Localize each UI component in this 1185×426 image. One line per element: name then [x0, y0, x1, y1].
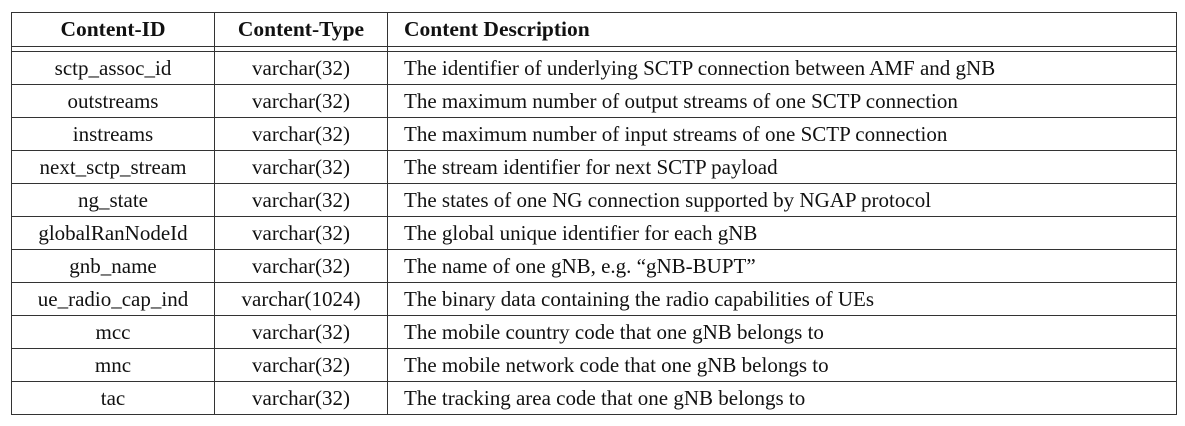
cell-content-description: The stream identifier for next SCTP payl…	[387, 150, 1177, 184]
table-row: gnb_name varchar(32) The name of one gNB, …	[11, 249, 1177, 283]
table-row: instreams varchar(32) The maximum number o…	[11, 117, 1177, 151]
table-row: outstreams varchar(32) The maximum number …	[11, 84, 1177, 118]
cell-content-type: varchar(32)	[214, 117, 388, 151]
table-row: next_sctp_stream varchar(32) The stream id…	[11, 150, 1177, 184]
cell-content-id: sctp_assoc_id	[11, 51, 215, 85]
cell-content-description: The name of one gNB, e.g. “gNB-BUPT”	[387, 249, 1177, 283]
cell-content-description: The mobile country code that one gNB bel…	[387, 315, 1177, 349]
table-row: tac varchar(32) The tracking area code tha…	[11, 381, 1177, 415]
cell-content-id: ng_state	[11, 183, 215, 217]
cell-content-id: ue_radio_cap_ind	[11, 282, 215, 316]
cell-content-description: The identifier of underlying SCTP connec…	[387, 51, 1177, 85]
cell-content-type: varchar(32)	[214, 381, 388, 415]
cell-content-description: The global unique identifier for each gN…	[387, 216, 1177, 250]
cell-content-type: varchar(32)	[214, 84, 388, 118]
header-row: Content-ID Content-Type Content Descript…	[11, 12, 1177, 47]
separator-cell	[387, 46, 1177, 52]
table-body: sctp_assoc_id varchar(32) The identifier o…	[11, 46, 1177, 415]
cell-content-description: The maximum number of output streams of …	[387, 84, 1177, 118]
cell-content-id: mcc	[11, 315, 215, 349]
header-content-id: Content-ID	[11, 12, 215, 47]
table-row: globalRanNodeId varchar(32) The global uni…	[11, 216, 1177, 250]
content-table-container: Content-ID Content-Type Content Descript…	[11, 12, 1177, 415]
cell-content-description: The tracking area code that one gNB belo…	[387, 381, 1177, 415]
table-row: ue_radio_cap_ind varchar(1024) The binary …	[11, 282, 1177, 316]
cell-content-id: instreams	[11, 117, 215, 151]
cell-content-type: varchar(32)	[214, 150, 388, 184]
cell-content-type: varchar(32)	[214, 315, 388, 349]
cell-content-id: tac	[11, 381, 215, 415]
cell-content-description: The binary data containing the radio cap…	[387, 282, 1177, 316]
cell-content-id: next_sctp_stream	[11, 150, 215, 184]
cell-content-type: varchar(32)	[214, 249, 388, 283]
cell-content-description: The maximum number of input streams of o…	[387, 117, 1177, 151]
table-row: mcc varchar(32) The mobile country code th…	[11, 315, 1177, 349]
cell-content-id: globalRanNodeId	[11, 216, 215, 250]
table-row: mnc varchar(32) The mobile network code th…	[11, 348, 1177, 382]
cell-content-description: The states of one NG connection supporte…	[387, 183, 1177, 217]
cell-content-type: varchar(32)	[214, 183, 388, 217]
header-content-type: Content-Type	[214, 12, 388, 47]
cell-content-type: varchar(32)	[214, 216, 388, 250]
table-header: Content-ID Content-Type Content Descript…	[11, 12, 1177, 47]
table-row: sctp_assoc_id varchar(32) The identifier o…	[11, 51, 1177, 85]
header-content-description: Content Description	[387, 12, 1177, 47]
cell-content-id: outstreams	[11, 84, 215, 118]
cell-content-id: mnc	[11, 348, 215, 382]
cell-content-type: varchar(1024)	[214, 282, 388, 316]
table-row: ng_state varchar(32) The states of one NG …	[11, 183, 1177, 217]
cell-content-type: varchar(32)	[214, 51, 388, 85]
content-table: Content-ID Content-Type Content Descript…	[11, 12, 1177, 415]
cell-content-type: varchar(32)	[214, 348, 388, 382]
header-separator	[11, 46, 1177, 52]
cell-content-description: The mobile network code that one gNB bel…	[387, 348, 1177, 382]
cell-content-id: gnb_name	[11, 249, 215, 283]
